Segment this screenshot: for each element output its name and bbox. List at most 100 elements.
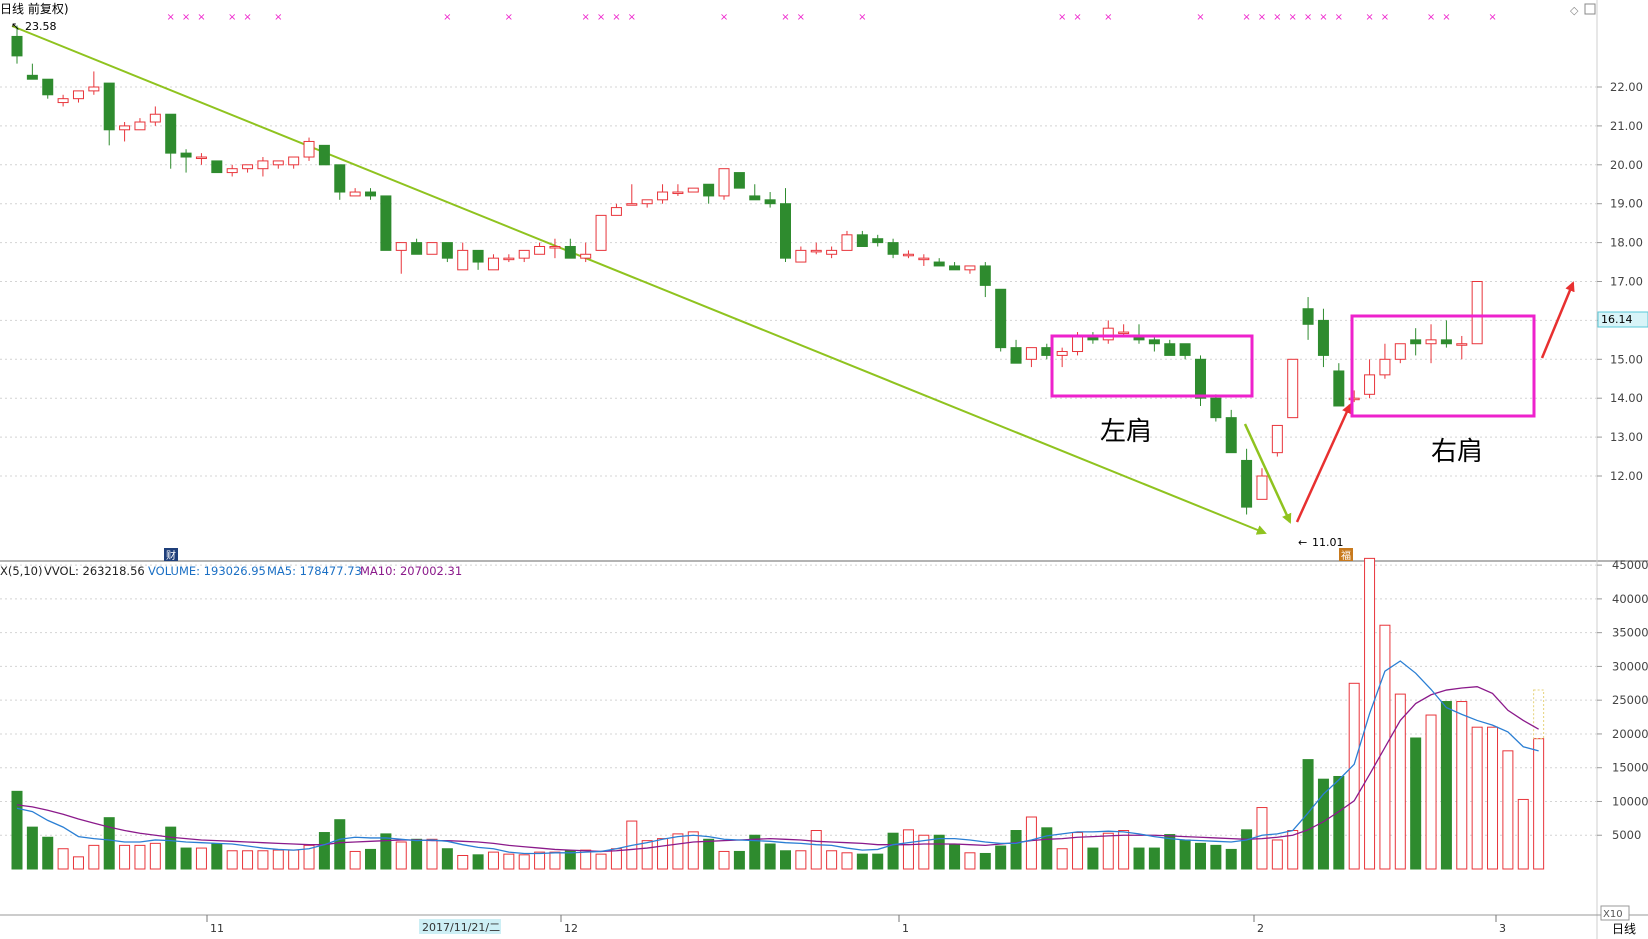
candlestick <box>57 94 69 107</box>
candlestick <box>626 184 638 206</box>
candle-body <box>457 249 469 271</box>
signal-marker: × <box>612 12 620 23</box>
candle-body <box>1333 370 1345 407</box>
volume-tick-label: 45000 <box>1612 558 1648 572</box>
finance-icon[interactable] <box>164 548 178 561</box>
zoom-box[interactable] <box>1600 905 1630 921</box>
candlestick <box>795 246 807 263</box>
volume-bar <box>334 819 346 870</box>
candlestick <box>303 137 315 161</box>
candlestick <box>610 203 622 216</box>
candlestick <box>841 230 853 251</box>
price-axis: 12.0013.0014.0015.0016.0017.0018.0019.00… <box>1597 80 1643 483</box>
volume-bar <box>1194 842 1206 870</box>
candlestick <box>856 230 868 247</box>
candlestick <box>411 238 423 255</box>
candlestick <box>426 242 438 255</box>
rebound-arrow <box>1295 403 1352 523</box>
candle-body <box>1164 343 1176 356</box>
date-tick-label: 12 <box>564 922 578 935</box>
signal-markers: × × × × × × × × × × × × × × × × × × × × × × × × × × × × × × × × <box>167 12 1497 23</box>
candle-body <box>534 245 546 255</box>
volume-bar <box>1456 701 1468 870</box>
volume-indicator-name: X(5,10) <box>0 564 42 578</box>
high-arrow-icon: ↖ <box>11 20 20 33</box>
volume-tick-label: 30000 <box>1612 659 1648 673</box>
candle-body <box>1010 347 1022 364</box>
candlestick <box>1179 343 1191 360</box>
candle-body <box>872 238 884 244</box>
window-icon[interactable] <box>1584 3 1596 15</box>
volume-bar <box>580 849 592 870</box>
candlestick <box>1041 343 1053 360</box>
candle-body <box>365 191 377 197</box>
volume-bar <box>1440 701 1452 870</box>
volume-bar <box>780 850 791 870</box>
candlestick <box>780 188 791 263</box>
volume-bar <box>949 843 961 870</box>
candlesticks <box>11 25 1483 515</box>
candle-body <box>380 195 392 251</box>
candle-body <box>1210 397 1222 419</box>
signal-marker: × <box>1319 12 1327 23</box>
price-tick-label: 17.00 <box>1610 275 1643 289</box>
signal-marker: × <box>228 12 236 23</box>
price-grid <box>0 86 1597 477</box>
candlestick <box>195 153 207 165</box>
volume-bar <box>703 838 715 870</box>
candlestick <box>1456 335 1468 360</box>
candlestick <box>472 249 484 270</box>
candlestick <box>595 214 607 251</box>
volume-bar <box>733 850 745 870</box>
candle-body <box>1148 339 1160 345</box>
signal-marker: × <box>1335 12 1343 23</box>
candle-body <box>88 86 100 92</box>
note-icon[interactable] <box>1339 548 1353 561</box>
volume-bar <box>503 853 515 870</box>
date-tick-label: 11 <box>210 922 224 935</box>
candlestick <box>72 90 84 103</box>
candle-body <box>1456 343 1468 346</box>
volume-bar <box>42 836 54 870</box>
ma10-value: MA10: 207002.31 <box>360 564 462 578</box>
candle-body <box>718 168 730 197</box>
candle-body <box>26 74 38 80</box>
candlestick <box>272 160 284 169</box>
candlestick <box>1225 409 1237 454</box>
candle-body <box>1041 347 1053 356</box>
finance-icon-label: 财 <box>166 549 176 562</box>
candlestick <box>1087 332 1099 344</box>
signal-marker: × <box>597 12 605 23</box>
candlestick <box>1056 347 1068 368</box>
volume-bar <box>1271 839 1283 870</box>
signal-marker: × <box>720 12 728 23</box>
volume-bar <box>288 849 300 870</box>
volume-bar <box>1425 714 1437 870</box>
candlestick <box>1241 448 1253 515</box>
volume-bar <box>687 831 699 870</box>
candlestick <box>1394 343 1406 364</box>
left-shoulder-box <box>1050 334 1254 398</box>
candlestick <box>687 187 699 193</box>
period-label[interactable]: 日线 <box>1612 922 1636 936</box>
right-shoulder-box <box>1350 314 1536 418</box>
volume-bar <box>72 856 84 870</box>
candle-body <box>1256 475 1268 500</box>
diamond-icon[interactable]: ◇ <box>1570 4 1579 17</box>
volume-tick-label: 40000 <box>1612 592 1648 606</box>
high-price-label: 23.58 <box>25 20 57 33</box>
candle-body <box>610 207 622 216</box>
volume-tick-label: 15000 <box>1612 761 1648 775</box>
volume-bar <box>887 832 899 870</box>
signal-marker: × <box>1196 12 1204 23</box>
signal-marker: × <box>505 12 513 23</box>
volume-bar <box>826 850 838 870</box>
volume-bar <box>411 838 423 870</box>
candle-body <box>995 288 1007 349</box>
volume-bar <box>11 790 23 870</box>
volume-bar <box>749 834 761 870</box>
date-tick-label: 3 <box>1499 922 1506 935</box>
signal-marker: × <box>1381 12 1389 23</box>
candle-body <box>595 214 607 251</box>
